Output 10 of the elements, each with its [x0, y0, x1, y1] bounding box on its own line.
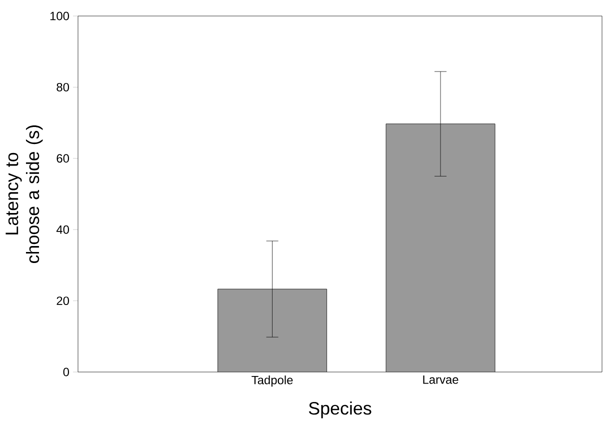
- x-tick-label: Larvae: [423, 376, 458, 384]
- y-axis-title: Latency to choose a side (s): [6, 125, 43, 263]
- y-tick-label: 60: [56, 154, 70, 163]
- y-tick-label: 40: [56, 225, 70, 234]
- y-tick-label: 100: [50, 12, 70, 20]
- y-tick-label: 20: [56, 296, 70, 306]
- x-tick-label: Tadpole: [252, 376, 293, 387]
- y-tick-label: 0: [63, 368, 70, 376]
- x-axis-title: Species: [308, 402, 372, 418]
- y-tick-label: 80: [56, 82, 70, 92]
